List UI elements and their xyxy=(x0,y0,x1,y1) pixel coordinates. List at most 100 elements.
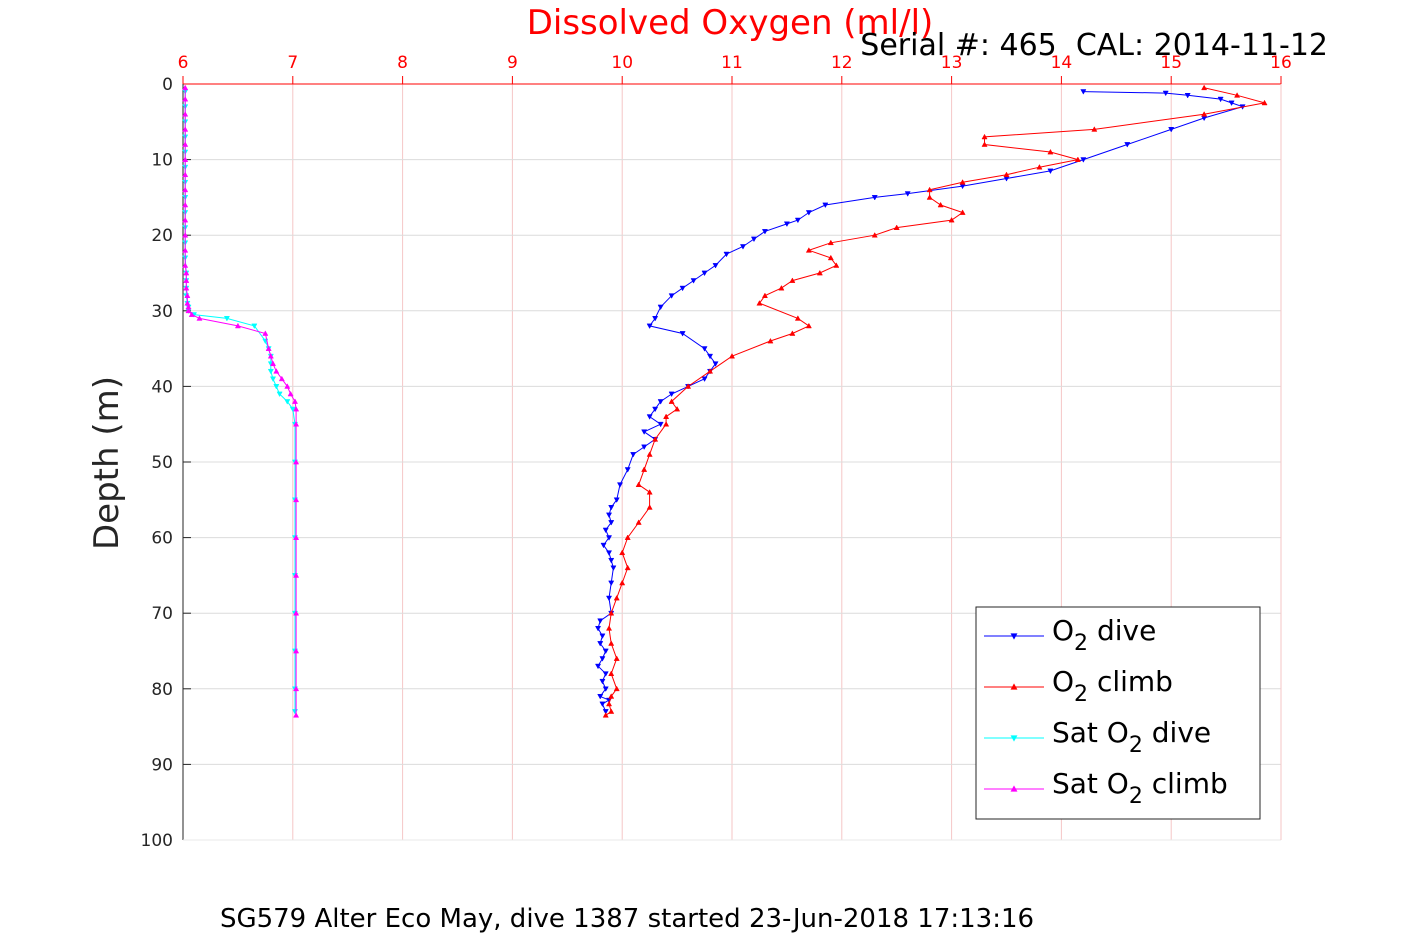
data-point xyxy=(1228,100,1235,107)
data-point xyxy=(234,322,241,329)
data-point xyxy=(287,390,294,397)
data-point xyxy=(183,277,190,283)
data-point xyxy=(690,278,697,284)
data-point xyxy=(959,209,966,215)
data-point xyxy=(599,678,606,685)
x-tick-label: 14 xyxy=(1051,53,1073,73)
data-point xyxy=(184,300,191,306)
data-point xyxy=(739,244,747,250)
data-point xyxy=(756,300,763,306)
data-point xyxy=(948,216,955,223)
data-point xyxy=(926,194,933,200)
data-point xyxy=(707,353,714,360)
data-point xyxy=(182,216,189,223)
data-point xyxy=(293,712,300,718)
y-tick-label: 70 xyxy=(151,604,173,624)
data-point xyxy=(608,505,615,511)
data-point xyxy=(188,311,195,317)
data-point xyxy=(805,247,812,253)
data-point xyxy=(599,633,606,639)
data-point xyxy=(608,640,615,646)
legend-label: O2 dive xyxy=(1052,614,1156,656)
data-point xyxy=(597,618,604,624)
x-tick-label: 10 xyxy=(611,53,633,73)
data-point xyxy=(293,685,300,692)
x-tick-label: 9 xyxy=(507,53,518,73)
data-point xyxy=(822,202,829,209)
data-point xyxy=(595,663,602,670)
data-point xyxy=(761,292,768,299)
data-point xyxy=(605,512,613,519)
data-point xyxy=(267,368,274,375)
y-tick-label: 50 xyxy=(151,453,173,473)
data-point xyxy=(805,210,812,216)
y-tick-label: 10 xyxy=(151,151,173,171)
x-tick-label: 12 xyxy=(831,53,853,73)
y-tick-label: 40 xyxy=(151,377,173,397)
data-point xyxy=(641,429,648,435)
data-point xyxy=(1074,156,1081,162)
data-point xyxy=(276,391,283,398)
axes: 6 7 8 9 10 11 12 13 14 15 16 0 10 20 30 40 50 60 70 80 90 100 xyxy=(141,53,1292,851)
data-point xyxy=(182,171,189,178)
data-point xyxy=(223,316,230,322)
data-point xyxy=(805,322,812,329)
legend: O2 dive O2 climb Sat O2 dive Sat O2 climb xyxy=(975,606,1261,820)
x-tick-label: 16 xyxy=(1270,53,1292,73)
data-point xyxy=(674,405,681,412)
y-tick-label: 20 xyxy=(151,226,173,246)
data-point xyxy=(289,406,296,413)
data-point xyxy=(602,709,609,715)
grid xyxy=(183,84,1281,840)
data-point xyxy=(783,221,790,227)
data-point xyxy=(293,572,300,578)
data-point xyxy=(624,534,631,540)
data-point xyxy=(1162,90,1169,97)
data-point xyxy=(608,557,615,564)
data-point xyxy=(262,330,269,336)
y-tick-label: 30 xyxy=(151,302,173,322)
data-point xyxy=(602,686,609,692)
data-point xyxy=(270,360,277,367)
x-tick-label: 11 xyxy=(721,53,743,73)
data-point xyxy=(1184,93,1191,99)
data-point xyxy=(182,96,189,102)
data-point xyxy=(789,330,796,336)
data-point xyxy=(668,398,675,404)
data-point xyxy=(1261,99,1268,106)
chart-title: Dissolved Oxygen (ml/l) xyxy=(527,3,934,43)
data-point xyxy=(595,625,602,632)
data-point xyxy=(291,398,299,404)
data-point xyxy=(616,482,624,488)
data-point xyxy=(182,186,189,193)
data-point xyxy=(1047,168,1054,175)
data-point xyxy=(619,579,626,586)
legend-item: Sat O2 dive xyxy=(984,716,1211,758)
data-point xyxy=(293,421,300,427)
data-point xyxy=(605,625,613,631)
data-point xyxy=(937,201,944,208)
data-point xyxy=(597,694,604,700)
legend-swatch-marker xyxy=(1010,633,1018,640)
series-sat-o2-dive xyxy=(182,89,299,715)
data-point xyxy=(1080,157,1087,163)
series-layer xyxy=(182,84,1268,718)
data-point xyxy=(184,292,191,299)
x-tick-label: 8 xyxy=(397,53,408,73)
data-point xyxy=(608,520,615,526)
data-point xyxy=(1201,111,1208,117)
data-point xyxy=(641,466,648,472)
chart-subtitle: Serial #: 465 CAL: 2014-11-12 xyxy=(860,28,1328,63)
data-point xyxy=(602,648,609,655)
data-point xyxy=(182,126,189,132)
series-o2-dive xyxy=(595,89,1246,715)
data-point xyxy=(182,201,189,208)
data-point xyxy=(657,399,664,405)
data-point xyxy=(635,481,642,488)
data-point xyxy=(657,304,664,311)
data-point xyxy=(981,133,988,140)
series-o2-climb xyxy=(602,84,1268,718)
data-point xyxy=(1080,89,1087,95)
data-point xyxy=(668,293,675,299)
legend-item: O2 climb xyxy=(984,665,1173,707)
